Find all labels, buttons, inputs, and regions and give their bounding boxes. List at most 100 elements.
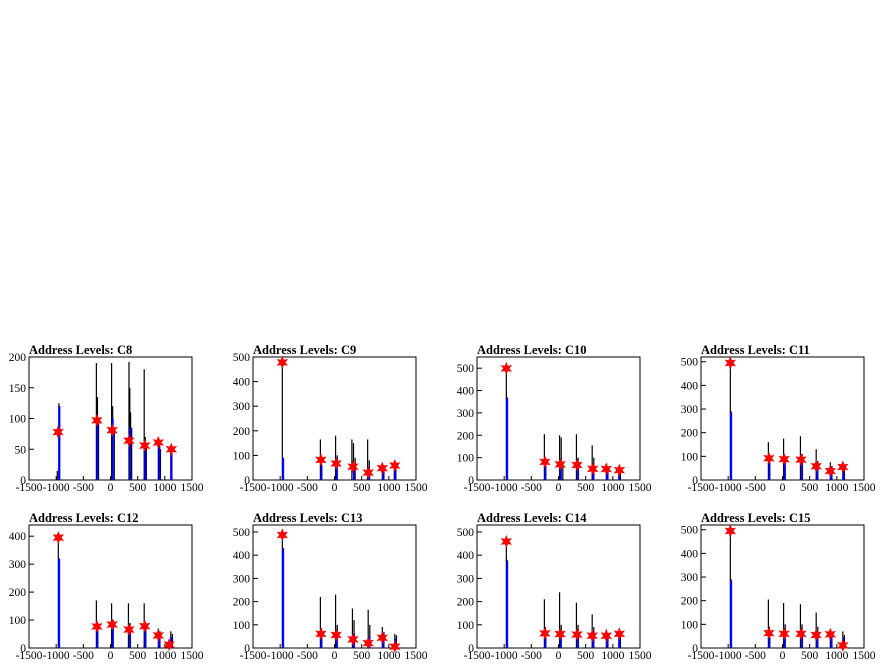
x-tick-label: -1500 xyxy=(16,650,43,662)
x-tick-label: -1500 xyxy=(688,650,715,662)
x-tick-label: 1500 xyxy=(405,482,428,494)
y-tick-label: 500 xyxy=(457,363,475,375)
x-tick-label: -1000 xyxy=(267,482,294,494)
histogram-panel: Address Levels: C11 0 100 200 300 400 500 -1500… xyxy=(681,343,876,494)
y-tick-label: 200 xyxy=(681,428,699,440)
y-tick-label: 400 xyxy=(233,550,251,562)
plot-frame xyxy=(252,524,417,649)
peak-marker xyxy=(571,458,583,472)
x-tick-label: -1000 xyxy=(491,482,518,494)
x-tick-label: 1500 xyxy=(405,650,428,662)
peak-marker xyxy=(763,451,775,465)
panel-title: Address Levels: C11 xyxy=(701,343,810,357)
y-tick-label: 300 xyxy=(681,572,699,584)
peak-marker xyxy=(389,640,401,654)
peak-marker xyxy=(824,627,837,641)
peak-marker xyxy=(123,434,135,448)
y-tick-label: 200 xyxy=(9,352,27,364)
x-tick-label: -500 xyxy=(297,650,318,662)
y-tick-label: 0 xyxy=(244,643,250,655)
y-tick-label: 400 xyxy=(681,548,699,560)
y-tick-label: 100 xyxy=(681,619,699,631)
peak-marker xyxy=(613,627,626,641)
panel-title: Address Levels: C15 xyxy=(701,511,811,525)
peak-marker xyxy=(91,619,103,634)
y-tick-label: 400 xyxy=(233,377,251,389)
peak-marker xyxy=(123,622,135,637)
x-tick-label: 500 xyxy=(129,482,147,494)
x-tick-label: 500 xyxy=(801,482,819,494)
x-tick-label: 0 xyxy=(332,650,338,662)
plot-frame xyxy=(700,524,865,649)
y-tick-label: 200 xyxy=(457,597,475,609)
y-tick-label: 100 xyxy=(9,414,27,426)
peak-marker xyxy=(837,638,849,652)
peak-marker xyxy=(362,466,374,480)
histogram-panel: Address Levels: C14 0 100 200 300 400 500 -1500… xyxy=(457,511,652,662)
y-tick-label: 200 xyxy=(457,430,475,442)
histogram-panel: Address Levels: C13 0 100 200 300 400 500 -1500… xyxy=(233,511,428,662)
y-tick-label: 300 xyxy=(457,573,475,585)
x-tick-label: -1000 xyxy=(715,650,742,662)
x-tick-label: -1000 xyxy=(715,482,742,494)
y-tick-label: 300 xyxy=(457,408,475,420)
peak-marker xyxy=(106,423,118,437)
x-tick-label: -1500 xyxy=(240,650,267,662)
peak-marker xyxy=(330,456,342,471)
x-tick-label: 1500 xyxy=(853,482,876,494)
y-tick-label: 100 xyxy=(233,450,251,462)
peak-marker xyxy=(362,636,374,650)
x-tick-label: 500 xyxy=(801,650,819,662)
peak-marker xyxy=(376,631,389,645)
peak-marker xyxy=(613,463,626,477)
peak-marker xyxy=(554,627,566,641)
panel-title: Address Levels: C14 xyxy=(477,511,587,525)
x-tick-label: 1000 xyxy=(825,482,848,494)
peak-marker xyxy=(571,627,583,642)
x-tick-label: 0 xyxy=(780,650,786,662)
peak-marker xyxy=(587,462,599,476)
peak-marker xyxy=(376,461,389,475)
histogram-panel: Address Levels: C8 0 50 100 150 200 -1500 -1000… xyxy=(9,343,204,494)
peak-marker xyxy=(600,629,613,643)
peak-marker xyxy=(554,457,566,471)
y-tick-label: 300 xyxy=(9,559,27,571)
x-tick-label: 1000 xyxy=(601,650,624,662)
x-tick-label: -1500 xyxy=(240,482,267,494)
x-tick-label: 1000 xyxy=(601,482,624,494)
x-tick-label: -1500 xyxy=(16,482,43,494)
panel-title: Address Levels: C9 xyxy=(253,343,356,357)
peak-marker xyxy=(163,638,175,652)
y-tick-label: 300 xyxy=(233,401,251,413)
peak-marker xyxy=(810,628,822,642)
histogram-panel: Address Levels: C10 0 100 200 300 400 500 -1500… xyxy=(457,343,652,494)
x-tick-label: 1000 xyxy=(153,650,176,662)
x-tick-label: 500 xyxy=(577,650,595,662)
x-tick-label: 1000 xyxy=(377,650,400,662)
x-tick-label: -1000 xyxy=(43,650,70,662)
peak-marker xyxy=(347,632,359,646)
y-tick-label: 200 xyxy=(233,597,251,609)
peak-marker xyxy=(539,455,551,469)
x-tick-label: 0 xyxy=(556,482,562,494)
peak-marker xyxy=(586,629,598,643)
x-tick-label: 1500 xyxy=(629,650,652,662)
x-tick-label: 500 xyxy=(353,482,371,494)
y-tick-label: 400 xyxy=(681,380,699,392)
y-tick-label: 300 xyxy=(233,573,251,585)
histogram-panel: Address Levels: C15 0 100 200 300 400 500 -1500… xyxy=(681,511,876,662)
y-tick-label: 500 xyxy=(681,525,699,537)
peak-marker xyxy=(724,524,737,538)
x-tick-label: -1500 xyxy=(688,482,715,494)
peak-marker xyxy=(347,460,359,474)
x-tick-label: 0 xyxy=(332,482,338,494)
y-tick-label: 0 xyxy=(692,643,698,655)
x-tick-label: 1500 xyxy=(629,482,652,494)
y-tick-label: 50 xyxy=(15,444,27,456)
peak-marker xyxy=(315,453,327,467)
peak-marker xyxy=(139,438,151,453)
y-tick-label: 0 xyxy=(20,643,26,655)
peak-marker xyxy=(389,458,401,473)
peak-marker xyxy=(600,462,613,476)
